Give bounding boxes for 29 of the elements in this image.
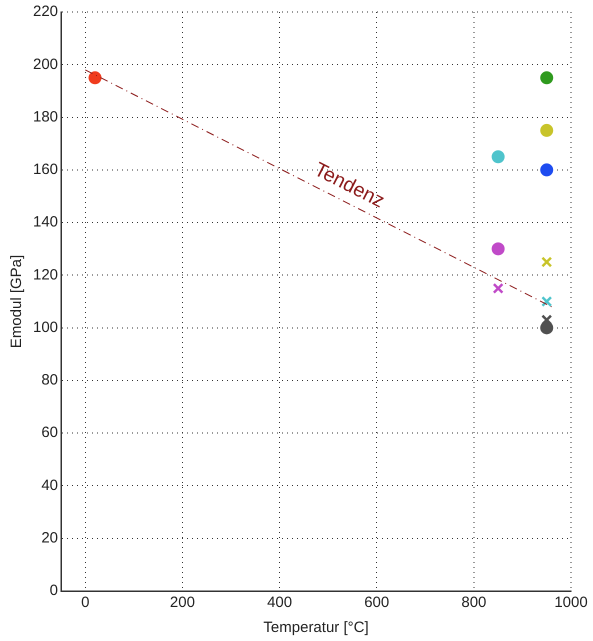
x-tick-label: 1000 <box>554 594 588 612</box>
y-tick-label: 0 <box>50 582 58 600</box>
y-tick-label: 100 <box>32 318 58 336</box>
x-tick-label: 400 <box>267 594 292 612</box>
point <box>492 242 505 256</box>
y-tick-label: 220 <box>32 3 58 20</box>
y-tick-label: 200 <box>32 56 58 73</box>
point <box>492 282 504 294</box>
y-tick-label: 20 <box>41 530 58 547</box>
y-tick-label: 40 <box>41 476 58 494</box>
point <box>492 150 505 164</box>
point <box>88 71 102 84</box>
y-tick-label: 60 <box>41 424 58 442</box>
point <box>540 124 554 137</box>
point <box>540 163 554 176</box>
x-axis-title: Temperatur [°C] <box>263 619 369 636</box>
point <box>540 71 554 84</box>
x-tick-label: 0 <box>81 594 90 612</box>
x-tick-label: 600 <box>364 594 390 612</box>
y-tick-label: 160 <box>32 161 58 178</box>
point <box>541 256 552 268</box>
y-tick-label: 180 <box>32 108 58 126</box>
y-tick-label: 140 <box>32 214 58 231</box>
x-tick-label: 800 <box>461 594 486 612</box>
y-tick-label: 80 <box>41 372 58 389</box>
x-tick-label: 200 <box>170 594 195 612</box>
y-axis-title: Emodul [GPa] <box>8 254 26 348</box>
point <box>541 296 552 307</box>
y-tick-label: 120 <box>32 266 58 284</box>
